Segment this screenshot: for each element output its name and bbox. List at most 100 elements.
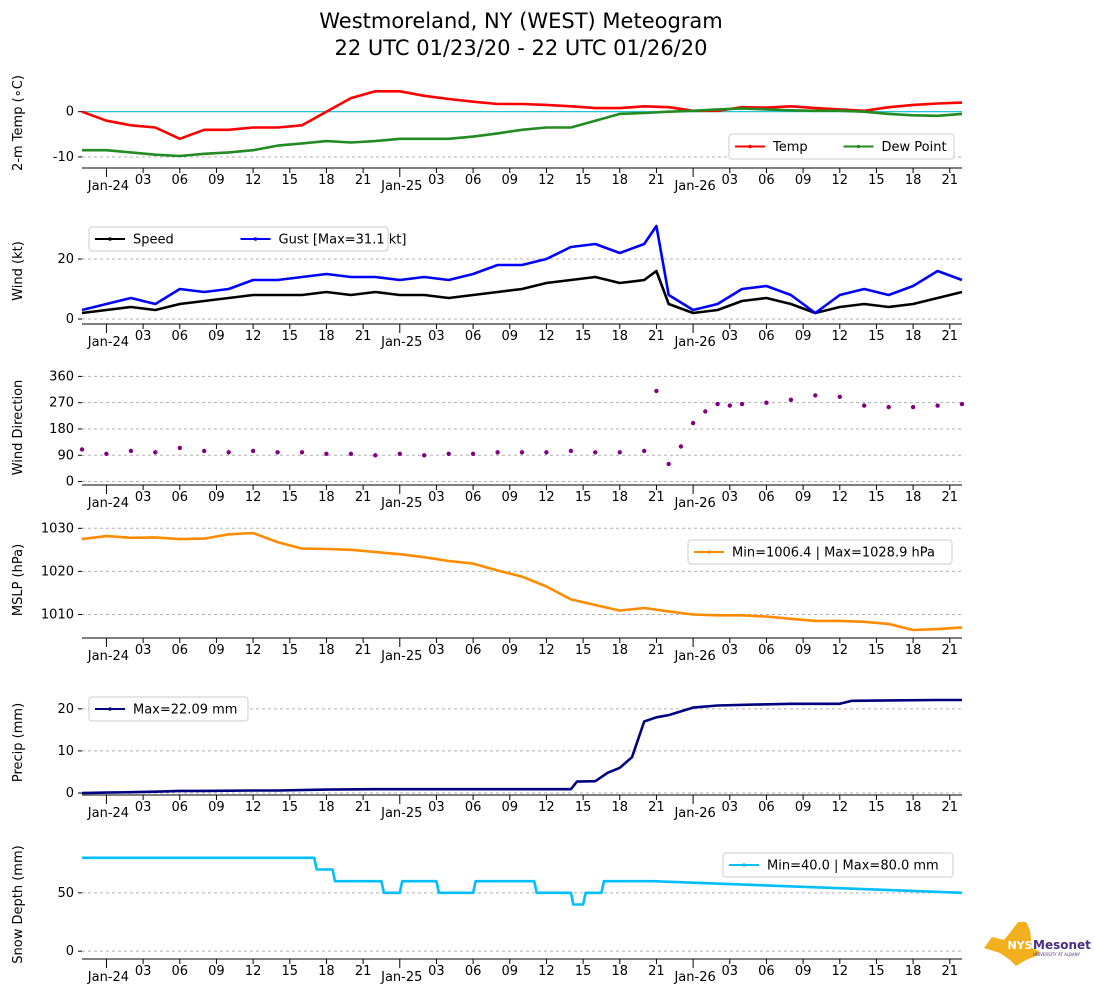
x-tick-label: 21 — [355, 329, 372, 344]
x-tick-label: 12 — [538, 490, 555, 505]
y-tick-label: 20 — [57, 252, 74, 267]
ny-state-shape-icon — [984, 922, 1040, 966]
y-axis-label: Wind Direction — [11, 380, 26, 476]
series-line-mslp — [81, 531, 963, 632]
y-tick-label: 20 — [57, 702, 74, 717]
x-tick-label: 06 — [465, 329, 482, 344]
x-tick-label: 21 — [355, 173, 372, 188]
x-tick-label: 15 — [282, 800, 299, 815]
x-tick-label: 09 — [502, 490, 519, 505]
legend-frame — [687, 539, 953, 565]
x-tick-label: 21 — [355, 800, 372, 815]
data-point — [727, 403, 732, 408]
data-point — [250, 448, 256, 454]
x-tick-label: 21 — [355, 490, 372, 505]
panel-mslp: Jan-24 03 06 09 12 15 18 21 Jan-25 03 06 09 12 15 18 21… — [11, 521, 963, 664]
x-tick-label: 21 — [648, 800, 665, 815]
series-line-gust — [81, 224, 963, 315]
x-tick-label: 18 — [612, 800, 629, 815]
x-tick-label: 18 — [905, 800, 922, 815]
x-tick-label: 03 — [428, 490, 445, 505]
y-tick-label: 0 — [66, 105, 74, 120]
x-tick-label: 21 — [355, 643, 372, 658]
y-tick-label: 90 — [57, 448, 74, 463]
x-tick-label: Jan-25 — [380, 649, 422, 664]
x-tick-label: 18 — [612, 490, 629, 505]
data-point — [837, 394, 842, 399]
y-tick-label: 360 — [49, 369, 74, 384]
x-tick-label: 09 — [208, 643, 225, 658]
x-tick-label: Jan-24 — [87, 335, 129, 350]
x-tick-label: 12 — [538, 800, 555, 815]
legend-marker — [253, 237, 258, 241]
x-tick-label: 15 — [868, 800, 885, 815]
legend-label: Speed — [133, 233, 174, 248]
data-point — [79, 447, 85, 452]
x-tick-label: 21 — [942, 964, 959, 979]
data-point — [177, 445, 182, 451]
chart-title-line1: Westmoreland, NY (WEST) Meteogram — [319, 9, 723, 33]
x-tick-label: 15 — [282, 964, 299, 979]
data-point — [654, 388, 659, 394]
y-tick-label: 0 — [66, 475, 74, 490]
logo-name: Mesonet — [1033, 938, 1091, 952]
x-tick-label: 15 — [868, 964, 885, 979]
y-tick-label: 0 — [66, 944, 74, 959]
legend-marker — [742, 863, 746, 867]
data-point — [495, 450, 500, 455]
x-tick-label: Jan-25 — [380, 496, 422, 511]
x-tick-label: 09 — [795, 173, 812, 188]
data-point — [299, 450, 305, 455]
data-point — [470, 451, 476, 456]
x-tick-label: Jan-24 — [87, 970, 129, 985]
panels: Jan-24 03 06 09 12 15 18 21 Jan-25 03 06 09 12 15 18 21… — [11, 75, 965, 985]
x-tick-label: 09 — [502, 173, 519, 188]
x-tick-label: 18 — [612, 173, 629, 188]
x-tick-label: 15 — [868, 329, 885, 344]
x-tick-label: 21 — [355, 964, 372, 979]
x-tick-label: 21 — [648, 173, 665, 188]
legend-marker — [707, 550, 711, 554]
x-tick-label: 06 — [758, 643, 775, 658]
x-tick-label: 06 — [172, 329, 189, 344]
data-point — [348, 451, 354, 456]
y-tick-label: 0 — [66, 312, 74, 327]
x-tick-label: 09 — [795, 490, 812, 505]
data-point — [788, 397, 794, 402]
legend-frame — [88, 696, 249, 722]
data-point — [446, 451, 451, 456]
legend-label: Gust [Max=31.1 kt] — [279, 233, 407, 248]
data-point — [593, 450, 598, 455]
x-tick-label: 15 — [868, 490, 885, 505]
x-tick-label: 21 — [942, 800, 959, 815]
data-point — [104, 451, 109, 456]
y-axis-label: MSLP (hPa) — [11, 544, 26, 616]
x-tick-label: 09 — [502, 643, 519, 658]
series-line-snow-depth — [82, 856, 963, 906]
legend-label: Max=22.09 mm — [133, 703, 237, 718]
x-tick-label: 03 — [428, 329, 445, 344]
legend-frame — [88, 226, 389, 252]
nys-mesonet-logo: NYS Mesonet UNIVERSITY AT ALBANY — [984, 922, 1091, 966]
x-tick-label: 12 — [245, 800, 262, 815]
x-tick-label: 18 — [905, 643, 922, 658]
x-tick-label: 12 — [245, 643, 262, 658]
legend-marker — [856, 144, 861, 149]
legend-marker — [748, 144, 752, 149]
x-tick-label: Jan-25 — [380, 179, 422, 194]
y-axis-label: Precip (mm) — [11, 703, 26, 782]
y-tick-label: 270 — [49, 396, 74, 411]
x-tick-label: 03 — [135, 964, 152, 979]
x-tick-label: 21 — [942, 643, 959, 658]
x-tick-label: Jan-24 — [87, 649, 129, 664]
data-point — [324, 451, 329, 456]
x-tick-label: 15 — [282, 643, 299, 658]
x-tick-label: 06 — [758, 964, 775, 979]
legend-frame — [722, 852, 954, 878]
x-tick-label: 15 — [575, 800, 592, 815]
x-tick-label: 06 — [758, 490, 775, 505]
x-tick-label: 18 — [905, 173, 922, 188]
panel-temperature: Jan-24 03 06 09 12 15 18 21 Jan-25 03 06 09 12 15 18 21… — [11, 75, 963, 194]
legend: Min=1006.4 | Max=1028.9 hPa — [687, 539, 953, 565]
y-tick-label: 180 — [49, 422, 74, 437]
